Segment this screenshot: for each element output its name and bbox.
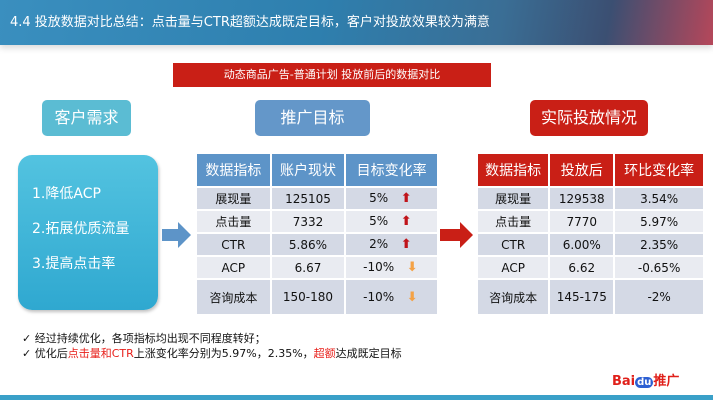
- arrow-right-icon: [162, 222, 191, 248]
- metric-cell: 点击量: [475, 209, 551, 234]
- change-cell: -2%: [613, 278, 705, 316]
- logo-text: Bai: [612, 374, 636, 389]
- note-text: 达成既定目标: [335, 347, 402, 360]
- footer-bar: [0, 395, 713, 400]
- note-text: 上涨变化率分别为5.97%，2.35%，: [133, 347, 314, 360]
- metric-cell: 展现量: [475, 186, 551, 211]
- header-bar: 4.4 投放数据对比总结：点击量与CTR超额达成既定目标，客户对投放效果较为满意: [0, 0, 713, 45]
- metric-cell: ACP: [475, 255, 551, 280]
- table-row: CTR 5.86% 2% ⬆: [195, 232, 439, 257]
- change-cell: 2.35%: [613, 232, 705, 257]
- current-cell: 125105: [269, 186, 347, 211]
- current-cell: 7332: [269, 209, 347, 234]
- after-cell: 6.00%: [548, 232, 616, 257]
- arrow-up-icon: ⬆: [400, 237, 412, 252]
- arrow-down-icon: ⬇: [406, 289, 418, 305]
- target-cell: 5% ⬆: [344, 209, 439, 234]
- table-row: 点击量 7770 5.97%: [475, 209, 705, 234]
- column-header: 环比变化率: [613, 152, 705, 188]
- needs-box: 1.降低ACP 2.拓展优质流量 3.提高点击率: [18, 155, 158, 310]
- table-row: ACP 6.62 -0.65%: [475, 255, 705, 280]
- arrow-up-icon: ⬆: [400, 214, 412, 229]
- metric-cell: ACP: [195, 255, 272, 280]
- actual-result-label: 实际投放情况: [530, 100, 648, 136]
- note-highlight: 点击量和CTR: [67, 347, 134, 360]
- column-header: 数据指标: [195, 152, 272, 188]
- metric-cell: CTR: [195, 232, 272, 257]
- target-value: -10%: [363, 260, 395, 274]
- target-value: 5%: [369, 214, 389, 228]
- note-line-2: ✓ 优化后点击量和CTR上涨变化率分别为5.97%，2.35%，超额达成既定目标: [22, 345, 402, 361]
- after-cell: 7770: [548, 209, 616, 234]
- arrow-right-icon: [440, 222, 473, 248]
- need-item: 2.拓展优质流量: [32, 221, 130, 237]
- column-header: 目标变化率: [344, 152, 439, 188]
- table-row: 展现量 125105 5% ⬆: [195, 186, 439, 211]
- column-header: 投放后: [548, 152, 616, 188]
- target-value: 2%: [369, 237, 389, 251]
- column-header: 账户现状: [269, 152, 347, 188]
- baidu-tuiguang-logo: Bai du 推广: [612, 370, 679, 389]
- metric-cell: CTR: [475, 232, 551, 257]
- table-row: 展现量 129538 3.54%: [475, 186, 705, 211]
- note-text: ✓ 优化后: [22, 347, 68, 360]
- after-cell: 6.62: [548, 255, 616, 280]
- table-row: 咨询成本 150-180 -10% ⬇: [195, 278, 439, 316]
- after-cell: 145-175: [548, 278, 616, 316]
- target-cell: 2% ⬆: [344, 232, 439, 257]
- target-cell: 5% ⬆: [344, 186, 439, 211]
- table-row: 咨询成本 145-175 -2%: [475, 278, 705, 316]
- metric-cell: 咨询成本: [475, 278, 551, 316]
- metric-cell: 咨询成本: [195, 278, 272, 316]
- target-value: 5%: [369, 191, 389, 205]
- table-row: ACP 6.67 -10% ⬇: [195, 255, 439, 280]
- change-cell: -0.65%: [613, 255, 705, 280]
- change-cell: 3.54%: [613, 186, 705, 211]
- table-row: CTR 6.00% 2.35%: [475, 232, 705, 257]
- note-highlight: 超额: [313, 347, 336, 360]
- paw-icon: du: [635, 377, 654, 388]
- current-cell: 6.67: [269, 255, 347, 280]
- promotion-goal-label: 推广目标: [255, 100, 370, 136]
- need-item: 3.提高点击率: [32, 256, 116, 272]
- page-title: 4.4 投放数据对比总结：点击量与CTR超额达成既定目标，客户对投放效果较为满意: [10, 15, 490, 30]
- comparison-banner: 动态商品广告-普通计划 投放前后的数据对比: [173, 63, 491, 87]
- arrow-down-icon: ⬇: [406, 260, 418, 275]
- actual-table: 数据指标 投放后 环比变化率 展现量 129538 3.54% 点击量 7770 5.97%…: [475, 152, 705, 316]
- table-row: 点击量 7332 5% ⬆: [195, 209, 439, 234]
- after-cell: 129538: [548, 186, 616, 211]
- need-item: 1.降低ACP: [32, 186, 101, 202]
- goal-table: 数据指标 账户现状 目标变化率 展现量 125105 5% ⬆ 点击量 7332 5% ⬆ CT…: [195, 152, 439, 316]
- metric-cell: 展现量: [195, 186, 272, 211]
- current-cell: 150-180: [269, 278, 347, 316]
- current-cell: 5.86%: [269, 232, 347, 257]
- change-cell: 5.97%: [613, 209, 705, 234]
- metric-cell: 点击量: [195, 209, 272, 234]
- target-value: -10%: [363, 289, 395, 304]
- logo-text: 推广: [653, 374, 680, 389]
- column-header: 数据指标: [475, 152, 551, 188]
- customer-need-label: 客户需求: [42, 100, 131, 136]
- note-line-1: ✓ 经过持续优化，各项指标均出现不同程度转好；: [22, 332, 266, 345]
- target-cell: -10% ⬇: [344, 255, 439, 280]
- target-cell: -10% ⬇: [344, 278, 439, 316]
- arrow-up-icon: ⬆: [400, 191, 412, 206]
